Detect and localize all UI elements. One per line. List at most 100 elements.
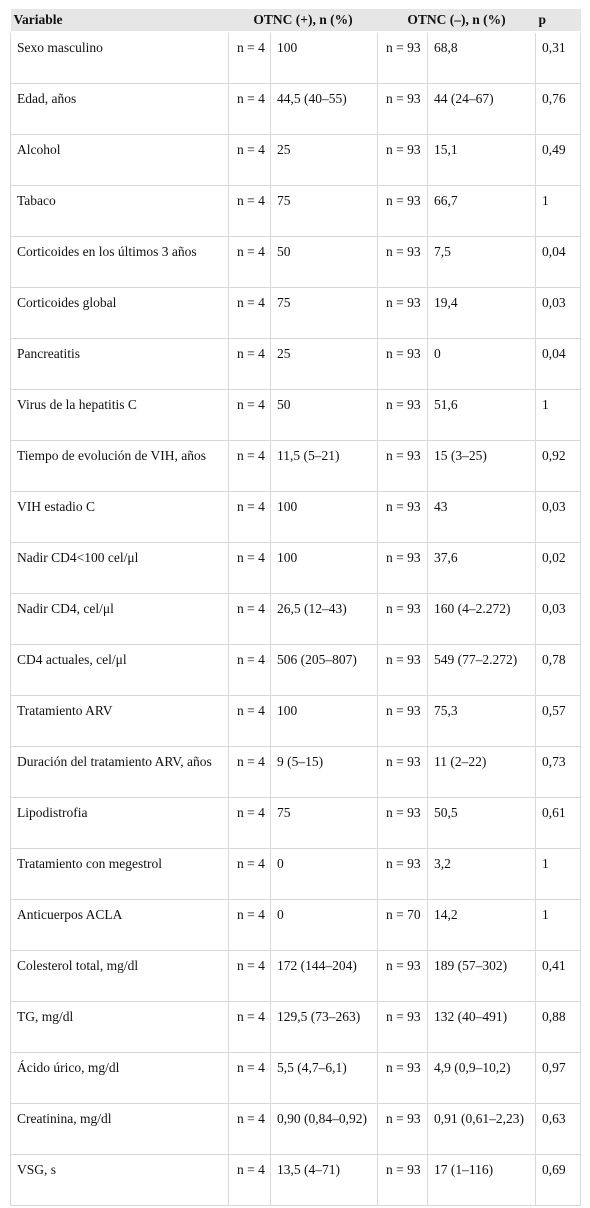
table-cell: 100 xyxy=(270,31,378,84)
table-cell: n = 4 xyxy=(228,184,271,237)
table-cell: 0,03 xyxy=(535,592,581,645)
table-cell: 75 xyxy=(270,796,378,849)
table-cell: n = 4 xyxy=(228,1000,271,1053)
table-cell: Corticoides global xyxy=(10,286,229,339)
table-cell: 1 xyxy=(535,847,581,900)
table-cell: 0,04 xyxy=(535,235,581,288)
table-row: Ácido úrico, mg/dl n = 4 5,5 (4,7–6,1) n = … xyxy=(10,1051,581,1104)
table-cell: 172 (144–204) xyxy=(270,949,378,1002)
table-cell: 11 (2–22) xyxy=(427,745,536,798)
table-cell: 0,61 xyxy=(535,796,581,849)
table-row: Edad, años n = 4 44,5 (40–55) n = 93 44 (24–… xyxy=(10,82,581,135)
table-cell: 0,97 xyxy=(535,1051,581,1104)
table-cell: 100 xyxy=(270,694,378,747)
table-cell: n = 93 xyxy=(377,439,428,492)
header-cell: p xyxy=(535,9,581,33)
table-cell: 43 xyxy=(427,490,536,543)
table-cell: Edad, años xyxy=(10,82,229,135)
table-cell: 0,91 (0,61–2,23) xyxy=(427,1102,536,1155)
table-cell: n = 4 xyxy=(228,31,271,84)
table-cell: Tratamiento ARV xyxy=(10,694,229,747)
table-cell: n = 4 xyxy=(228,337,271,390)
table-row: TG, mg/dl n = 4 129,5 (73–263) n = 93 132 (4… xyxy=(10,1000,581,1053)
table-cell: n = 4 xyxy=(228,286,271,339)
table-cell: 19,4 xyxy=(427,286,536,339)
table-cell: 0,57 xyxy=(535,694,581,747)
table-cell: Nadir CD4<100 cel/μl xyxy=(10,541,229,594)
table-cell: 1 xyxy=(535,388,581,441)
table-cell: n = 93 xyxy=(377,694,428,747)
table-cell: 100 xyxy=(270,541,378,594)
table-cell: 189 (57–302) xyxy=(427,949,536,1002)
table-cell: n = 93 xyxy=(377,490,428,543)
table-cell: 0,92 xyxy=(535,439,581,492)
table-row: Alcohol n = 4 25 n = 93 15,1 0,49 xyxy=(10,133,581,186)
table-cell: Virus de la hepatitis C xyxy=(10,388,229,441)
table-cell: VIH estadio C xyxy=(10,490,229,543)
table-cell: 25 xyxy=(270,337,378,390)
table-cell: 506 (205–807) xyxy=(270,643,378,696)
table-cell: Duración del tratamiento ARV, años xyxy=(10,745,229,798)
table-cell: 26,5 (12–43) xyxy=(270,592,378,645)
table-cell: 44 (24–67) xyxy=(427,82,536,135)
table-cell: 0,31 xyxy=(535,31,581,84)
table-cell: 0,03 xyxy=(535,490,581,543)
table-cell: 68,8 xyxy=(427,31,536,84)
table-cell: n = 4 xyxy=(228,694,271,747)
table-cell: 160 (4–2.272) xyxy=(427,592,536,645)
table-cell: 129,5 (73–263) xyxy=(270,1000,378,1053)
table-cell: n = 93 xyxy=(377,82,428,135)
table-cell: Anticuerpos ACLA xyxy=(10,898,229,951)
table-cell: n = 93 xyxy=(377,286,428,339)
table-cell: 15,1 xyxy=(427,133,536,186)
table-cell: 50 xyxy=(270,235,378,288)
table-cell: 100 xyxy=(270,490,378,543)
table-cell: 0 xyxy=(270,847,378,900)
table-cell: 1 xyxy=(535,184,581,237)
table-cell: n = 4 xyxy=(228,796,271,849)
table-cell: 0,49 xyxy=(535,133,581,186)
table-cell: n = 4 xyxy=(228,1153,271,1206)
table-cell: 5,5 (4,7–6,1) xyxy=(270,1051,378,1104)
table-cell: n = 4 xyxy=(228,898,271,951)
table-cell: n = 93 xyxy=(377,1102,428,1155)
table-cell: n = 70 xyxy=(377,898,428,951)
table-cell: n = 93 xyxy=(377,592,428,645)
table-cell: 14,2 xyxy=(427,898,536,951)
table-cell: 25 xyxy=(270,133,378,186)
table-cell: 37,6 xyxy=(427,541,536,594)
table-cell: 4,9 (0,9–10,2) xyxy=(427,1051,536,1104)
table-cell: 75,3 xyxy=(427,694,536,747)
table-cell: 0,69 xyxy=(535,1153,581,1206)
table-cell: 44,5 (40–55) xyxy=(270,82,378,135)
table-cell: n = 4 xyxy=(228,82,271,135)
table-cell: 0,73 xyxy=(535,745,581,798)
header-cell: OTNC (+), n (%) xyxy=(228,9,378,33)
table-cell: 0,03 xyxy=(535,286,581,339)
table-cell: CD4 actuales, cel/μl xyxy=(10,643,229,696)
table-cell: Alcohol xyxy=(10,133,229,186)
table-cell: n = 93 xyxy=(377,1000,428,1053)
table-cell: Corticoides en los últimos 3 años xyxy=(10,235,229,288)
table-cell: 11,5 (5–21) xyxy=(270,439,378,492)
table-row: Nadir CD4<100 cel/μl n = 4 100 n = 93 37,6 0,… xyxy=(10,541,581,594)
table-cell: TG, mg/dl xyxy=(10,1000,229,1053)
table-row: Creatinina, mg/dl n = 4 0,90 (0,84–0,92) n … xyxy=(10,1102,581,1155)
table-cell: 0 xyxy=(427,337,536,390)
table-cell: 9 (5–15) xyxy=(270,745,378,798)
table-cell: Colesterol total, mg/dl xyxy=(10,949,229,1002)
table-cell: n = 93 xyxy=(377,541,428,594)
table-cell: 0,76 xyxy=(535,82,581,135)
table-cell: n = 4 xyxy=(228,949,271,1002)
table-row: CD4 actuales, cel/μl n = 4 506 (205–807) n … xyxy=(10,643,581,696)
table-cell: 13,5 (4–71) xyxy=(270,1153,378,1206)
table-cell: 75 xyxy=(270,286,378,339)
header-cell: Variable xyxy=(10,9,229,33)
table-row: Colesterol total, mg/dl n = 4 172 (144–204… xyxy=(10,949,581,1002)
table-cell: 3,2 xyxy=(427,847,536,900)
table-cell: n = 93 xyxy=(377,388,428,441)
table-cell: Sexo masculino xyxy=(10,31,229,84)
